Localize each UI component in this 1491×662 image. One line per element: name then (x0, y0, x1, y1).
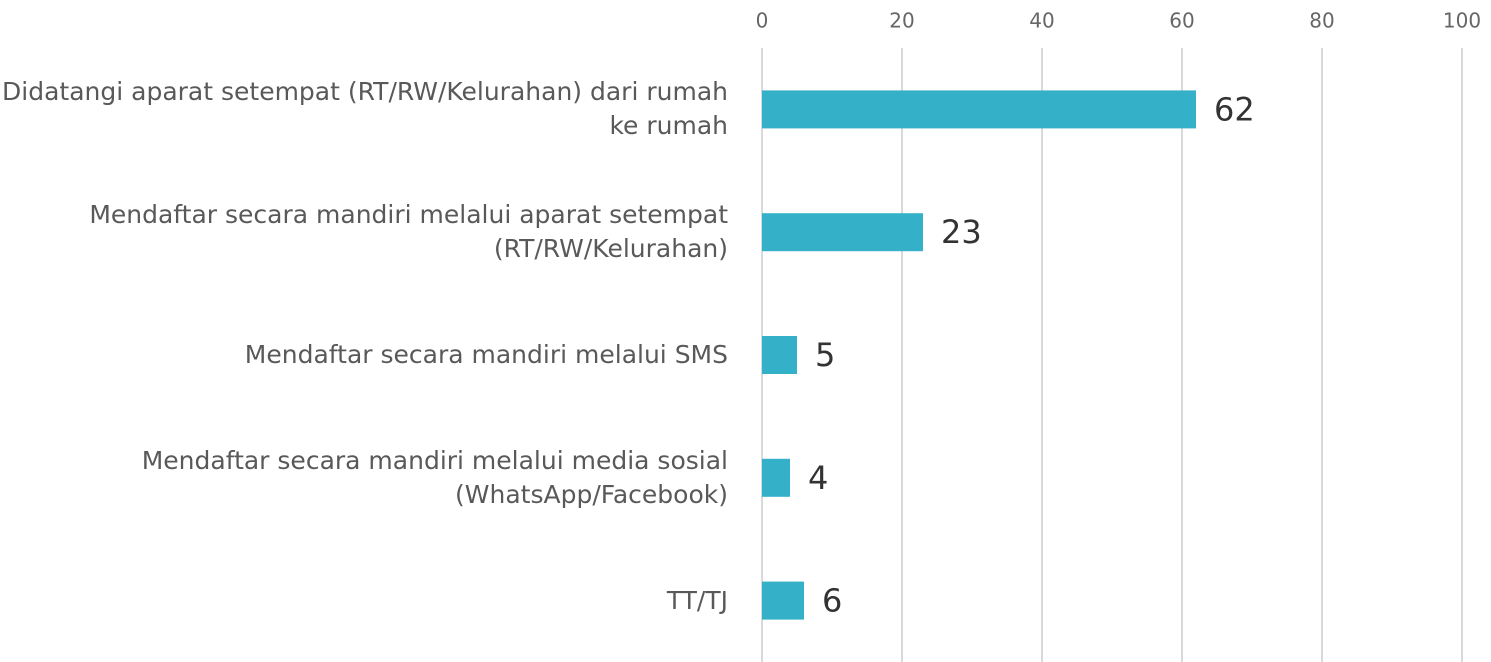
data-label: 23 (941, 213, 982, 251)
x-tick-label: 60 (1169, 9, 1194, 33)
bar (762, 213, 923, 252)
data-label: 62 (1214, 90, 1255, 128)
bar (762, 90, 1196, 129)
bar (762, 581, 804, 620)
data-label: 4 (808, 459, 828, 497)
data-label: 5 (815, 336, 835, 374)
x-tick-label: 0 (756, 9, 769, 33)
x-tick-label: 40 (1029, 9, 1054, 33)
category-label: Mendaftar secara mandiri melalui SMS (244, 340, 728, 369)
category-label: Didatangi aparat setempat (RT/RW/Kelurah… (2, 77, 728, 141)
category-label: Mendaftar secara mandiri melalui media s… (141, 445, 728, 509)
category-label: Mendaftar secara mandiri melalui aparat … (89, 200, 728, 264)
x-tick-label: 80 (1309, 9, 1334, 33)
bar (762, 458, 790, 497)
x-tick-label: 20 (889, 9, 914, 33)
category-label: TT/TJ (666, 585, 728, 615)
bar (762, 336, 797, 374)
data-label: 6 (822, 582, 842, 620)
x-tick-label: 100 (1443, 9, 1481, 33)
